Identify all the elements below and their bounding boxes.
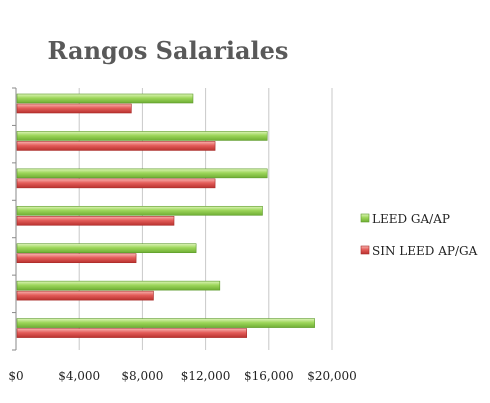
bars <box>16 93 315 338</box>
bar-leed <box>16 280 221 291</box>
legend-swatch <box>360 245 370 255</box>
bar-leed <box>16 93 194 104</box>
bar-sin-leed <box>16 141 216 151</box>
bar-leed <box>16 318 315 328</box>
x-tick-label: $12,000 <box>181 369 231 383</box>
x-tick-label: $0 <box>8 369 23 383</box>
x-axis-ticks: $0 $4,000 $8,000 $12,000 $16,000 $20,000 <box>8 369 356 383</box>
legend-swatch <box>360 213 370 223</box>
bar-leed <box>16 243 197 254</box>
legend-label: LEED GA/AP <box>372 212 450 226</box>
bar-leed <box>16 168 268 179</box>
bar-sin-leed <box>16 103 132 114</box>
bar-leed <box>16 131 268 141</box>
legend-label: SIN LEED AP/GA <box>372 244 478 258</box>
chart-title: Rangos Salariales <box>48 36 289 65</box>
legend: LEED GA/AP SIN LEED AP/GA <box>360 212 478 258</box>
bar-leed <box>16 205 263 216</box>
x-tick-label: $20,000 <box>307 369 357 383</box>
x-tick-label: $8,000 <box>121 369 163 383</box>
bar-sin-leed <box>16 328 247 338</box>
y-axis <box>12 87 17 351</box>
bar-sin-leed <box>16 178 216 189</box>
x-tick-label: $16,000 <box>244 369 294 383</box>
bar-sin-leed <box>16 215 175 226</box>
bar-sin-leed <box>16 290 154 301</box>
bar-sin-leed <box>16 253 137 264</box>
x-tick-label: $4,000 <box>58 369 100 383</box>
